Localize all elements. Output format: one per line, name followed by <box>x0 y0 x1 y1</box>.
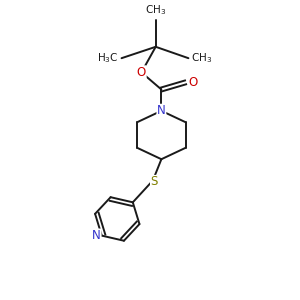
Text: N: N <box>157 104 166 117</box>
Text: S: S <box>151 176 158 188</box>
Text: O: O <box>188 76 198 89</box>
Text: CH$_3$: CH$_3$ <box>145 4 166 17</box>
Text: O: O <box>137 66 146 79</box>
Text: N: N <box>92 229 101 242</box>
Text: CH$_3$: CH$_3$ <box>191 51 212 65</box>
Text: H$_3$C: H$_3$C <box>97 51 119 65</box>
